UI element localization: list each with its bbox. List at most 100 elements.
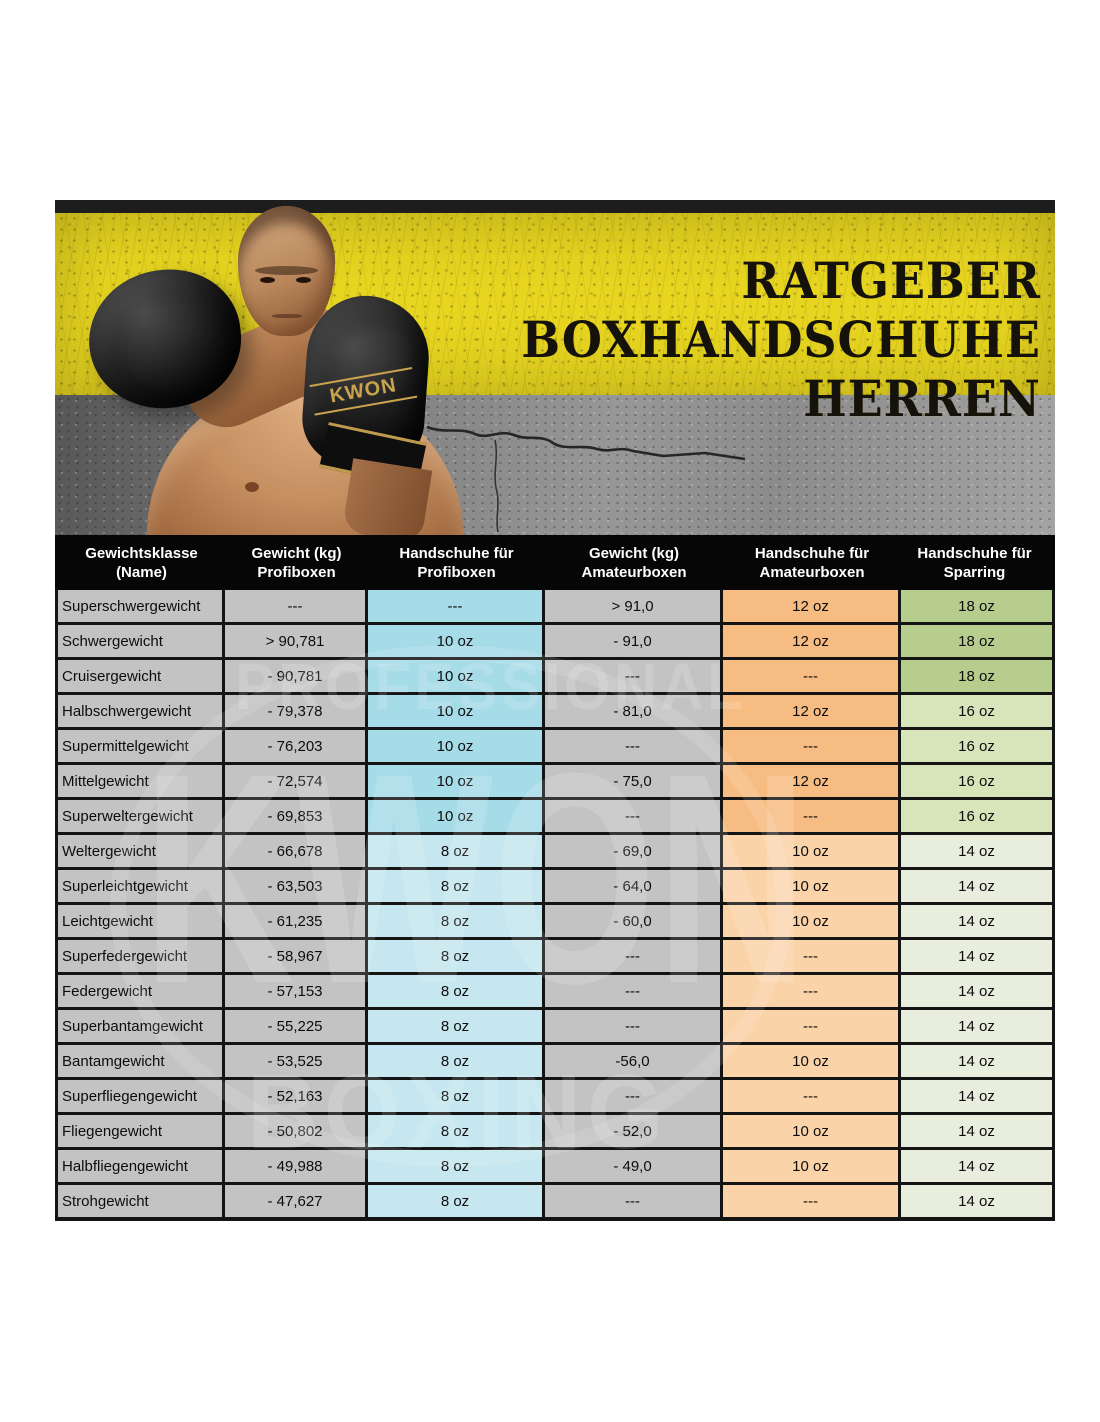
cell-glove_sparring: 16 oz [901,765,1052,797]
cell-glove_amateur: --- [723,800,898,832]
cell-glove_sparring: 14 oz [901,1115,1052,1147]
cell-kg_profi: - 52,163 [225,1080,365,1112]
cell-kg_profi: - 47,627 [225,1185,365,1217]
cell-glove_sparring: 18 oz [901,590,1052,622]
cell-kg_profi: - 63,503 [225,870,365,902]
cell-glove_profi: 8 oz [368,1150,542,1182]
cell-kg_profi: --- [225,590,365,622]
cell-kg_profi: - 49,988 [225,1150,365,1182]
cell-kg_amateur: - 60,0 [545,905,720,937]
column-header-handschuhe-profiboxen: Handschuhe für Profiboxen [399,544,514,581]
banner: RATGEBER BOXHANDSCHUHE HERREN [55,200,1055,535]
cell-glove_sparring: 14 oz [901,870,1052,902]
cell-glove_amateur: 10 oz [723,1150,898,1182]
cell-kg_profi: - 90,781 [225,660,365,692]
cell-glove_sparring: 14 oz [901,975,1052,1007]
cell-glove_sparring: 18 oz [901,625,1052,657]
cell-kg_profi: - 57,153 [225,975,365,1007]
cell-glove_sparring: 14 oz [901,1045,1052,1077]
cell-kg_amateur: -56,0 [545,1045,720,1077]
cell-name: Superleichtgewicht [58,870,222,902]
cell-name: Superfliegengewicht [58,1080,222,1112]
cell-glove_profi: 8 oz [368,1080,542,1112]
cell-kg_profi: - 76,203 [225,730,365,762]
cell-glove_profi: 8 oz [368,1045,542,1077]
cell-name: Leichtgewicht [58,905,222,937]
cell-kg_amateur: --- [545,730,720,762]
cell-glove_amateur: --- [723,1080,898,1112]
cell-kg_amateur: - 52,0 [545,1115,720,1147]
cell-glove_amateur: --- [723,975,898,1007]
cell-name: Cruisergewicht [58,660,222,692]
cell-glove_profi: 8 oz [368,905,542,937]
content-area: RATGEBER BOXHANDSCHUHE HERREN [55,200,1055,1225]
cell-name: Superweltergewicht [58,800,222,832]
cell-glove_sparring: 14 oz [901,835,1052,867]
cell-kg_amateur: --- [545,975,720,1007]
cell-glove_amateur: 12 oz [723,695,898,727]
cell-name: Schwergewicht [58,625,222,657]
cell-name: Superfedergewicht [58,940,222,972]
cell-glove_sparring: 16 oz [901,730,1052,762]
column-header-handschuhe-sparring: Handschuhe für Sparring [917,544,1032,581]
cell-kg_profi: - 61,235 [225,905,365,937]
cell-glove_profi: 8 oz [368,1185,542,1217]
top-dark-strip [55,200,1055,213]
cell-name: Federgewicht [58,975,222,1007]
cell-kg_amateur: - 69,0 [545,835,720,867]
cell-kg_amateur: --- [545,940,720,972]
table-body: Superschwergewicht --- --- > 91,0 12 oz 18 oz… [55,590,1055,1221]
cell-name: Mittelgewicht [58,765,222,797]
cell-glove_amateur: --- [723,1185,898,1217]
cell-kg_amateur: - 75,0 [545,765,720,797]
cell-glove_sparring: 14 oz [901,940,1052,972]
cell-glove_profi: 10 oz [368,730,542,762]
cell-glove_profi: 8 oz [368,975,542,1007]
cell-name: Halbfliegengewicht [58,1150,222,1182]
column-header-gewicht-amateurboxen: Gewicht (kg) Amateurboxen [581,544,687,581]
cell-name: Bantamgewicht [58,1045,222,1077]
cell-kg_profi: - 55,225 [225,1010,365,1042]
banner-title-line3: HERREN [803,368,1041,428]
cell-glove_profi: 8 oz [368,1115,542,1147]
cell-glove_profi: --- [368,590,542,622]
cell-kg_profi: > 90,781 [225,625,365,657]
column-header-handschuhe-amateurboxen: Handschuhe für Amateurboxen [754,544,870,581]
cell-kg_profi: - 50,802 [225,1115,365,1147]
cell-kg_profi: - 72,574 [225,765,365,797]
cell-glove_sparring: 18 oz [901,660,1052,692]
banner-title-line1: RATGEBER [741,250,1041,310]
cell-kg_profi: - 66,678 [225,835,365,867]
column-header-gewichtsklasse: Gewichtsklasse (Name) [85,544,198,581]
cell-kg_profi: - 58,967 [225,940,365,972]
cell-glove_amateur: 12 oz [723,590,898,622]
cell-kg_amateur: - 91,0 [545,625,720,657]
cell-kg_amateur: --- [545,1010,720,1042]
cell-glove_amateur: 10 oz [723,870,898,902]
cell-name: Weltergewicht [58,835,222,867]
cell-glove_amateur: 10 oz [723,905,898,937]
cell-name: Fliegengewicht [58,1115,222,1147]
cell-glove_amateur: 10 oz [723,1045,898,1077]
cell-glove_amateur: 12 oz [723,765,898,797]
cell-name: Supermittelgewicht [58,730,222,762]
cell-name: Strohgewicht [58,1185,222,1217]
cell-glove_profi: 10 oz [368,800,542,832]
cell-glove_profi: 10 oz [368,660,542,692]
cell-glove_amateur: 10 oz [723,835,898,867]
table-header-row: Gewichtsklasse (Name) Gewicht (kg) Profi… [55,535,1055,590]
cell-glove_profi: 10 oz [368,695,542,727]
cell-glove_sparring: 14 oz [901,1080,1052,1112]
cell-glove_amateur: --- [723,660,898,692]
cell-name: Superschwergewicht [58,590,222,622]
cell-glove_sparring: 14 oz [901,1010,1052,1042]
cell-glove_profi: 8 oz [368,940,542,972]
column-header-gewicht-profiboxen: Gewicht (kg) Profiboxen [251,544,342,581]
cell-kg_profi: - 53,525 [225,1045,365,1077]
cell-glove_profi: 10 oz [368,625,542,657]
cell-glove_profi: 8 oz [368,835,542,867]
cell-glove_amateur: --- [723,730,898,762]
cell-kg_amateur: - 49,0 [545,1150,720,1182]
banner-title: RATGEBER BOXHANDSCHUHE HERREN [521,251,1041,428]
